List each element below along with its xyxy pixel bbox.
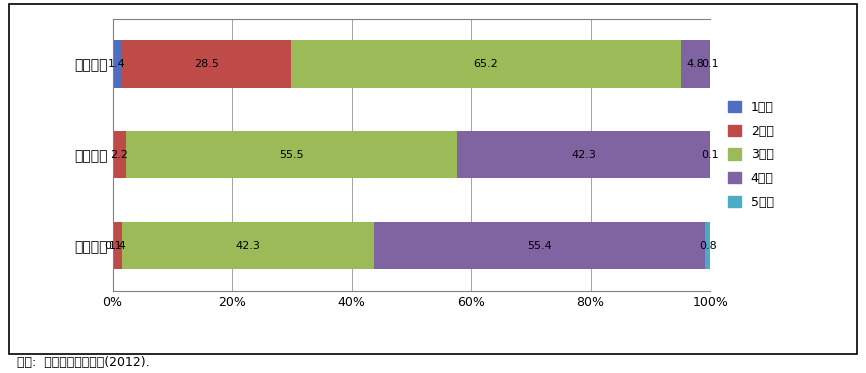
Bar <box>113 222 121 269</box>
Text: 2.2: 2.2 <box>110 150 128 160</box>
Text: 0.1: 0.1 <box>104 241 122 251</box>
Text: 42.3: 42.3 <box>572 150 596 160</box>
Text: 42.3: 42.3 <box>236 241 261 251</box>
Bar <box>457 131 710 178</box>
Text: 1.4: 1.4 <box>108 59 126 69</box>
Bar <box>126 131 457 178</box>
Bar <box>681 40 709 88</box>
Legend: 1등급, 2등급, 3등급, 4등급, 5등급: 1등급, 2등급, 3등급, 4등급, 5등급 <box>728 101 774 209</box>
Text: 자료:  수생태복원사업단(2012).: 자료: 수생태복원사업단(2012). <box>17 356 150 369</box>
Text: 55.4: 55.4 <box>527 241 553 251</box>
Bar <box>113 131 126 178</box>
Bar <box>113 40 121 88</box>
Bar <box>121 40 291 88</box>
Text: 4.8: 4.8 <box>686 59 704 69</box>
Bar <box>121 222 374 269</box>
Text: 0.1: 0.1 <box>701 150 720 160</box>
Text: 28.5: 28.5 <box>194 59 218 69</box>
Text: 1.4: 1.4 <box>108 241 126 251</box>
Text: 65.2: 65.2 <box>474 59 499 69</box>
Bar <box>374 222 705 269</box>
Text: 0.1: 0.1 <box>701 59 719 69</box>
Bar <box>705 222 710 269</box>
Bar <box>291 40 681 88</box>
Text: 55.5: 55.5 <box>279 150 304 160</box>
Text: 0.8: 0.8 <box>699 241 716 251</box>
